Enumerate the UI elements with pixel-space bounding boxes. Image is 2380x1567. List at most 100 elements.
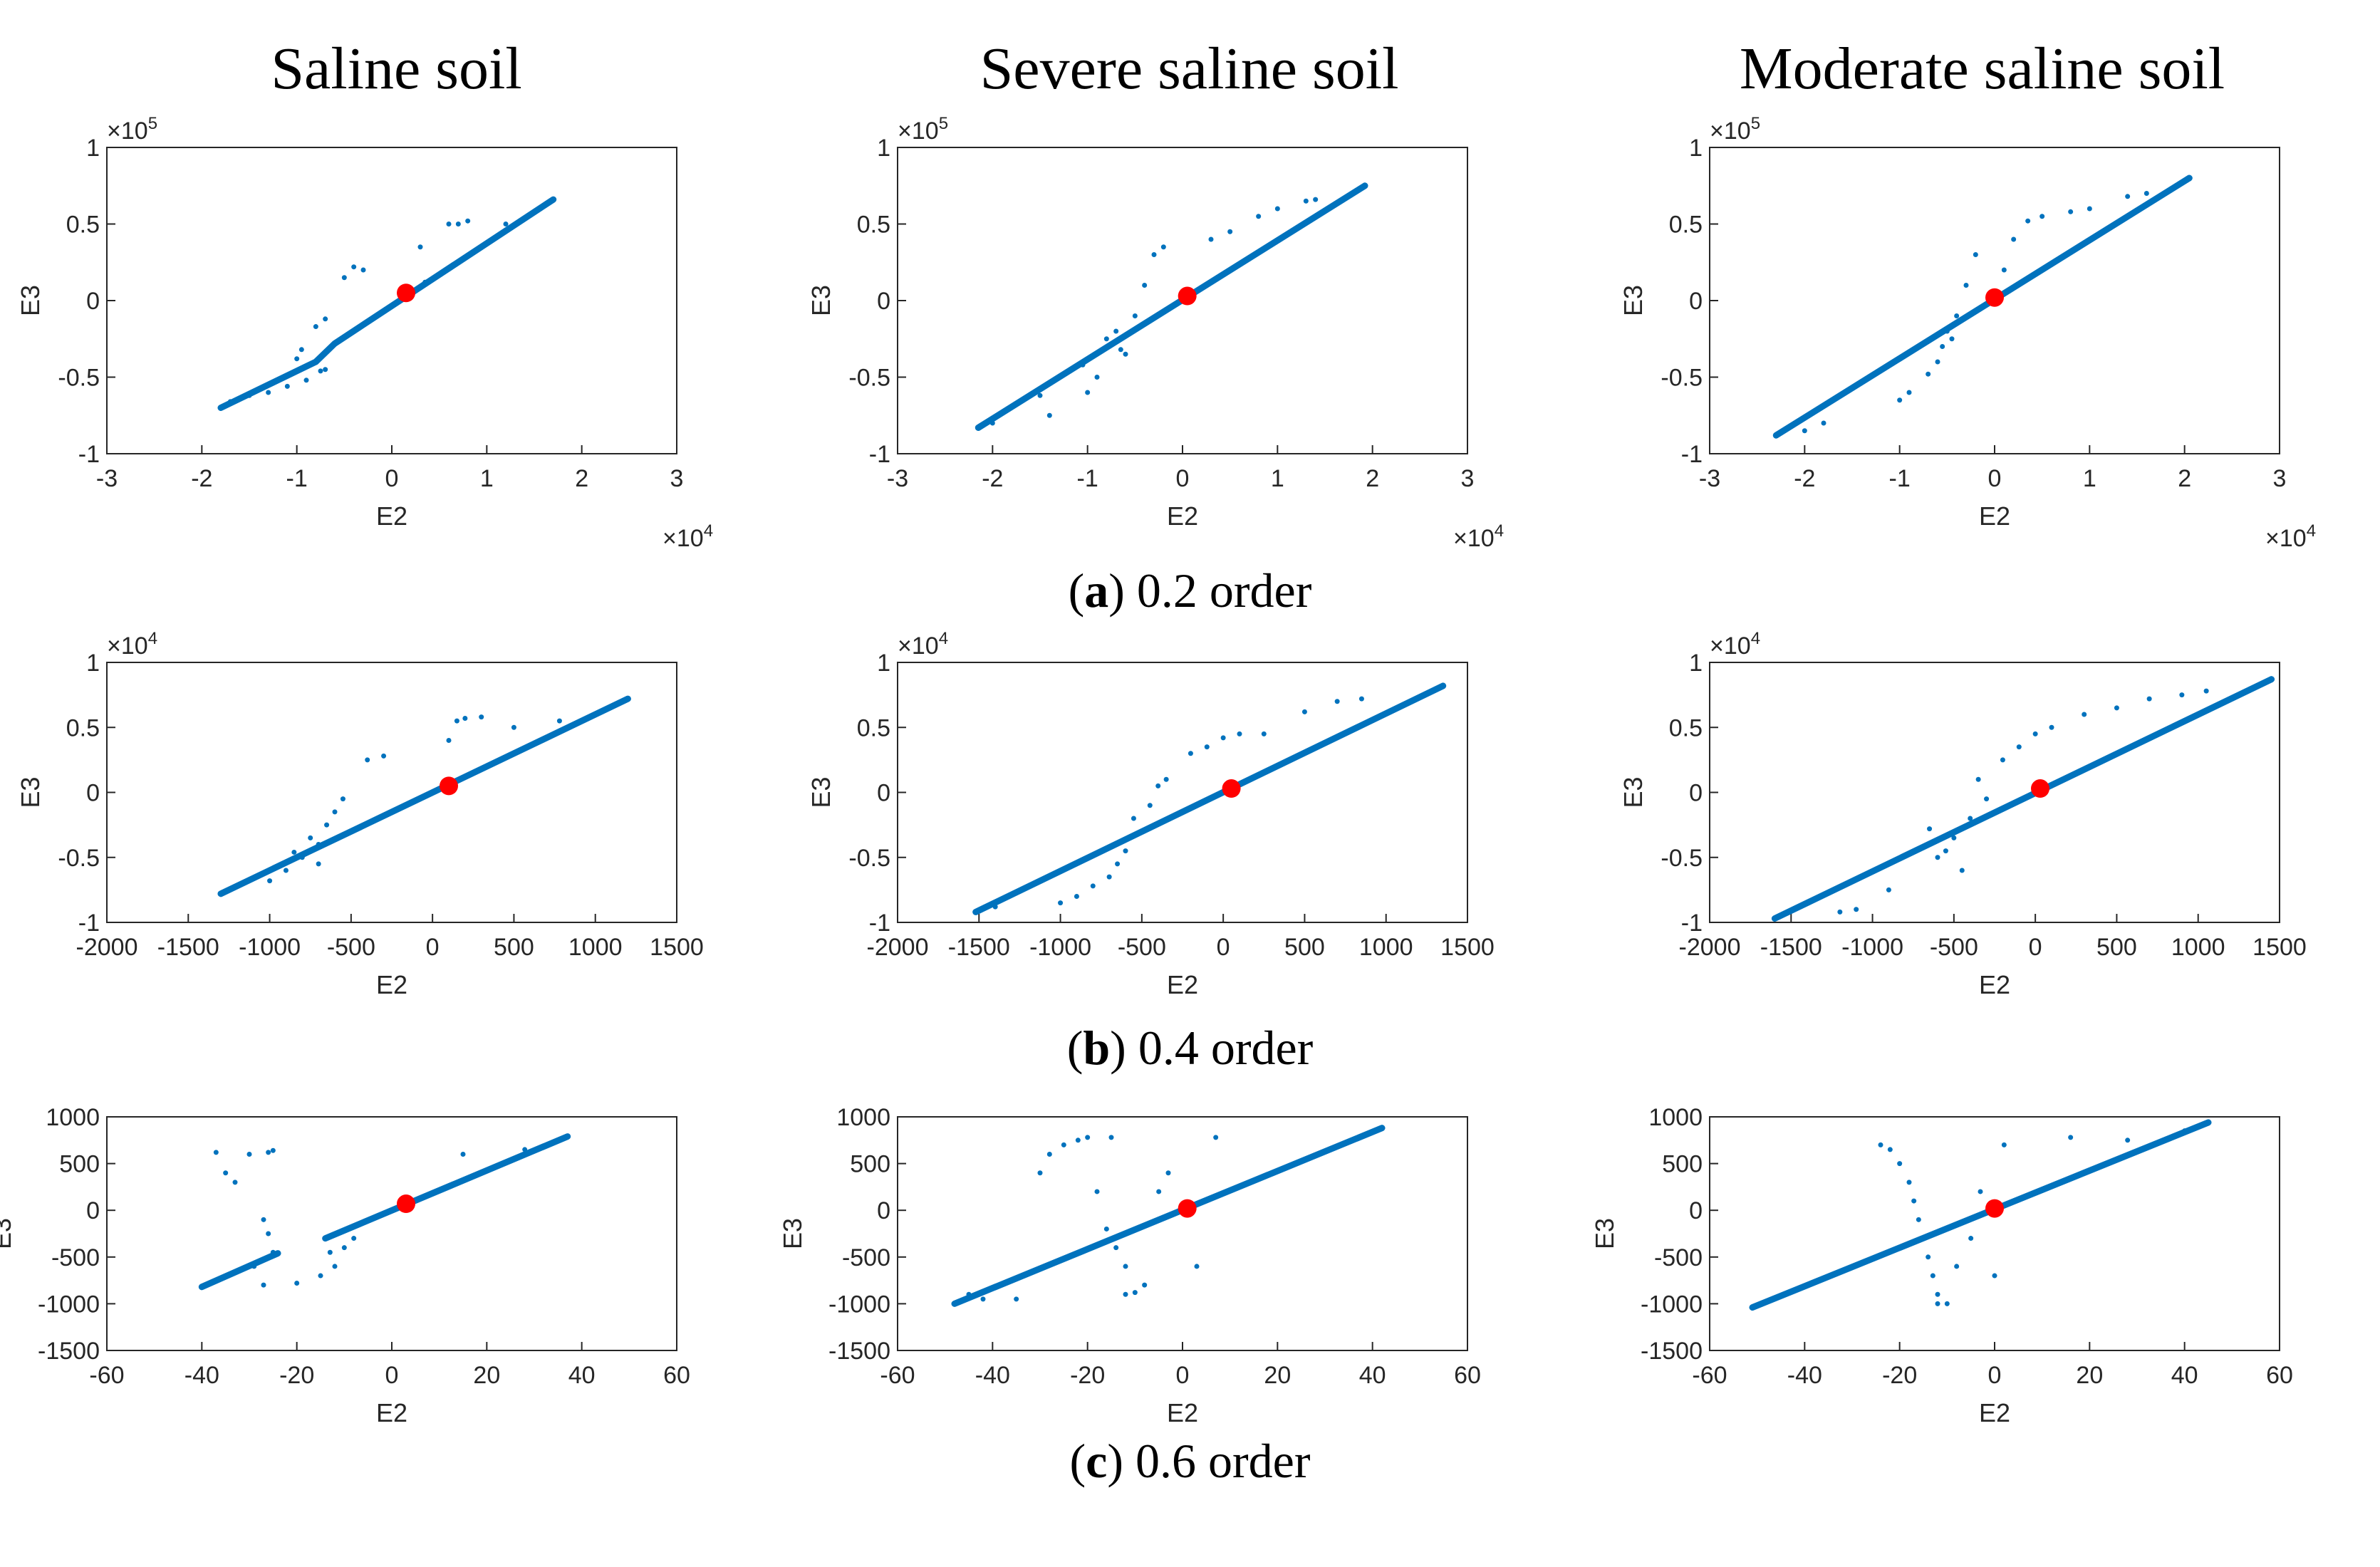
y-tick-label: 1 (86, 135, 100, 162)
subplot-1-2: -2000 -1500 -1000 -500 0 500 1000 1500 -1 -0.5 0 0.… (1618, 629, 2307, 999)
subplot-2-2: -60 -40 -20 0 20 40 60 -1500 -1000 -500 0 500 1000 E2… (1590, 1104, 2293, 1427)
scatter-point (1951, 835, 1957, 840)
scatter-point (1113, 328, 1119, 334)
scatter-point (446, 738, 452, 743)
x-tick-label: -60 (89, 1362, 124, 1389)
x-tick-label: 60 (663, 1362, 690, 1389)
series-line (198, 1250, 281, 1291)
scatter-point (1085, 1135, 1091, 1140)
scatter-point (232, 1180, 238, 1185)
x-tick-label: -1500 (1760, 934, 1822, 961)
x-exponent: ×104 (2265, 521, 2316, 552)
plot-frame (897, 662, 1468, 923)
scatter-point (1887, 1147, 1893, 1152)
series-line (1772, 175, 2193, 439)
y-tick-label: 0 (877, 1197, 890, 1224)
x-tick-label: 1 (1271, 465, 1284, 492)
y-tick-label: -1000 (38, 1291, 100, 1318)
x-tick-label: 1500 (1440, 934, 1495, 961)
x-tick-label: -1000 (1841, 934, 1903, 961)
scatter-point (1118, 347, 1123, 353)
scatter-point (270, 1249, 276, 1255)
scatter-point (2000, 757, 2005, 763)
scatter-point (479, 714, 484, 720)
x-axis-label: E2 (376, 501, 407, 531)
scatter-point (462, 715, 468, 721)
scatter-point (283, 868, 289, 873)
y-tick-label: 0.5 (1669, 212, 1703, 239)
y-tick-label: -1 (1681, 441, 1703, 468)
scatter-point (1147, 803, 1153, 808)
x-tick-label: -2000 (76, 934, 138, 961)
x-tick-label: 3 (2273, 465, 2287, 492)
x-axis-label: E2 (1979, 501, 2010, 531)
scatter-point (213, 1150, 219, 1155)
scatter-point (2025, 218, 2031, 224)
scatter-point (251, 875, 256, 881)
y-exponent: ×105 (1710, 114, 1760, 145)
scatter-point (1151, 252, 1157, 257)
x-tick-label: -20 (1070, 1362, 1105, 1389)
y-tick-label: 1 (877, 135, 890, 162)
x-axis-label: E2 (376, 970, 407, 999)
scatter-point (1984, 796, 1990, 802)
x-axis-label: E2 (1167, 970, 1198, 999)
x-tick-label: 60 (2266, 1362, 2293, 1389)
y-tick-label: 0 (86, 288, 100, 315)
y-tick-label: -1500 (828, 1338, 890, 1365)
scatter-point (318, 368, 323, 374)
x-tick-label: 0 (2029, 934, 2042, 961)
x-tick-label: 40 (2171, 1362, 2198, 1389)
y-tick-label: 1000 (46, 1104, 100, 1131)
y-tick-label: 500 (850, 1151, 890, 1178)
series-line (951, 1125, 1386, 1307)
y-tick-label: -0.5 (1661, 845, 1703, 872)
scatter-point (989, 420, 995, 426)
y-tick-label: -1500 (38, 1338, 100, 1365)
scatter-point (1821, 420, 1826, 426)
x-tick-label: 1500 (650, 934, 704, 961)
equilibrium-point (1178, 286, 1197, 306)
x-tick-label: -20 (1882, 1362, 1917, 1389)
y-tick-label: 0 (1689, 780, 1703, 807)
scatter-point (1165, 1170, 1171, 1176)
scatter-point (1802, 428, 1807, 434)
x-tick-label: -2000 (867, 934, 929, 961)
scatter-point (1194, 1264, 1200, 1269)
x-tick-label: -1500 (157, 934, 219, 961)
equilibrium-point (1178, 1199, 1197, 1218)
scatter-point (1094, 1189, 1100, 1194)
scatter-point (1926, 1254, 1931, 1260)
scatter-point (1131, 816, 1136, 821)
scatter-point (360, 267, 366, 273)
scatter-point (324, 822, 330, 828)
series-line (1749, 1119, 2212, 1311)
scatter-point (1954, 313, 1960, 318)
x-tick-label: -1 (1889, 465, 1911, 492)
scatter-point (2143, 191, 2149, 196)
x-tick-label: 20 (473, 1362, 500, 1389)
subplot-1-0: -2000 -1500 -1000 -500 0 500 1000 1500 -1 -0.5 0 0.… (16, 629, 704, 999)
y-tick-label: 0 (86, 780, 100, 807)
y-axis-label: E3 (806, 285, 836, 316)
scatter-point (351, 264, 357, 270)
x-tick-label: 0 (1176, 1362, 1190, 1389)
scatter-point (284, 383, 290, 389)
scatter-point (299, 855, 305, 860)
scatter-point (1897, 1161, 1903, 1167)
plot-frame (106, 662, 677, 923)
scatter-point (2049, 724, 2054, 730)
scatter-point (1046, 1151, 1052, 1157)
scatter-point (1906, 1180, 1912, 1185)
scatter-point (1963, 283, 1969, 288)
y-tick-label: -0.5 (1661, 365, 1703, 392)
y-tick-label: 0.5 (857, 212, 890, 239)
scatter-point (1935, 855, 1940, 860)
subplot-0-1: -3 -2 -1 0 1 2 3 -1 -0.5 0 0.5 1 E2 E3 ×105 ×104 (806, 114, 1504, 552)
scatter-point (1142, 283, 1148, 288)
scatter-point (316, 861, 321, 867)
x-tick-label: 20 (1264, 1362, 1291, 1389)
x-tick-label: -60 (880, 1362, 915, 1389)
scatter-point (1878, 1142, 1883, 1147)
